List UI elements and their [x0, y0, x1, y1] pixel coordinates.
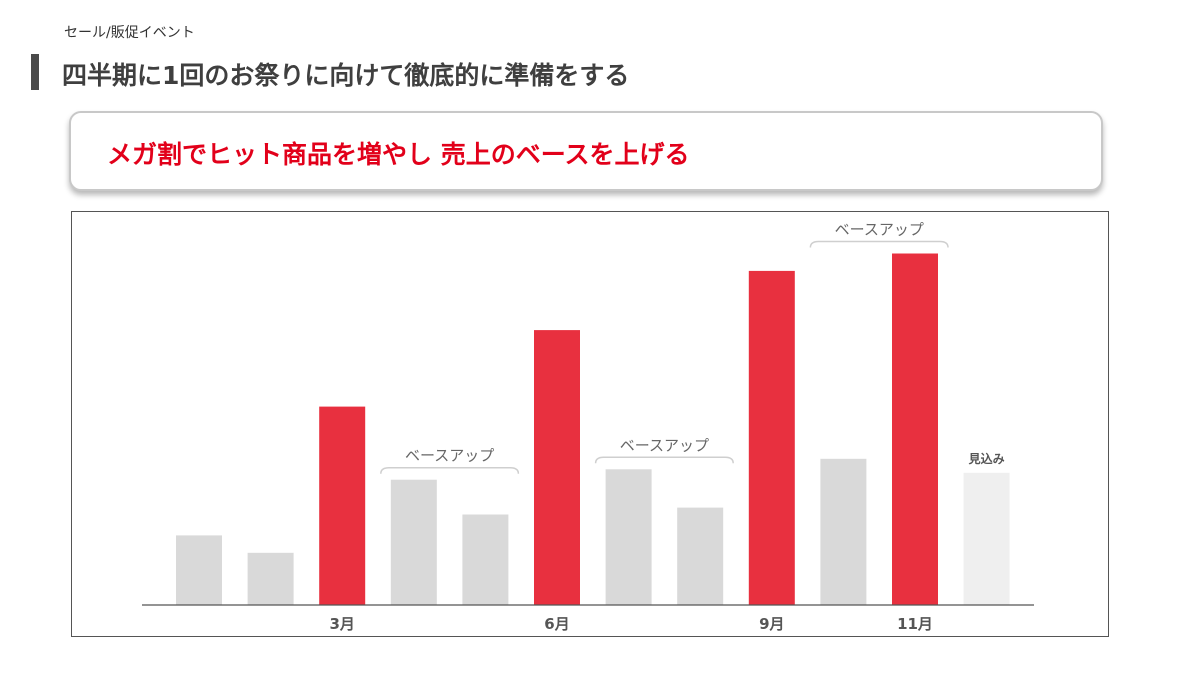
- page-title: 四半期に1回のお祭りに向けて徹底的に準備をする: [62, 61, 630, 90]
- bar-label-0: 見込み: [968, 451, 1005, 466]
- x-tick-label-5: 6月: [544, 615, 569, 633]
- annotation-bracket-2: [809, 240, 949, 248]
- title-accent-bar: [31, 54, 39, 90]
- callout-text: メガ割でヒット商品を増やし 売上のベースを上げる: [107, 140, 690, 169]
- annotation-label-1: ベースアップ: [620, 436, 709, 454]
- bar-event-5: [534, 330, 580, 605]
- bar-forecast-11: [963, 472, 1010, 605]
- bar-base-7: [677, 507, 724, 605]
- bar-event-10: [892, 253, 938, 605]
- x-tick-label-2: 3月: [329, 615, 354, 633]
- bar-base-3: [390, 479, 437, 605]
- x-tick-label-10: 11月: [897, 615, 933, 633]
- callout-box: メガ割でヒット商品を増やし 売上のベースを上げる: [69, 111, 1103, 191]
- x-tick-label-8: 9月: [759, 615, 784, 633]
- bar-base-6: [605, 469, 652, 605]
- bar-event-8: [748, 270, 795, 605]
- annotation-label-2: ベースアップ: [835, 221, 924, 239]
- annotation-bracket-0: [380, 466, 520, 474]
- breadcrumb: セール/販促イベント: [64, 25, 195, 41]
- bar-base-4: [462, 514, 509, 605]
- annotation-label-0: ベースアップ: [405, 447, 494, 465]
- bar-base-9: [820, 458, 867, 605]
- annotation-bracket-1: [594, 456, 734, 464]
- bar-base-1: [247, 552, 294, 605]
- bar-base-0: [176, 535, 222, 605]
- bar-event-2: [319, 406, 366, 605]
- chart-frame: 3月 6月 9月 11月 ベースアップ ベースアップ ベースアップ 見込み: [71, 211, 1109, 637]
